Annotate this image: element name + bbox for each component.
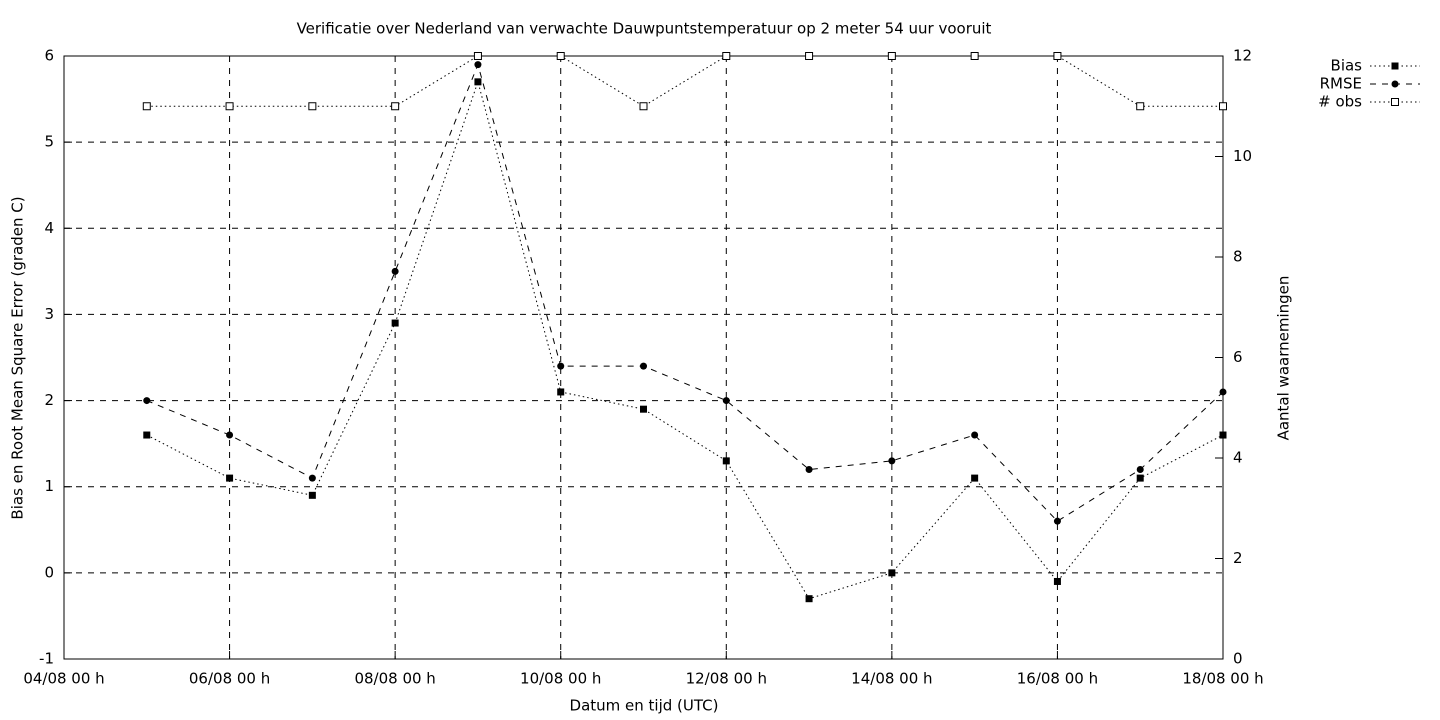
point [1136, 102, 1145, 111]
point [805, 52, 814, 60]
series-line [146, 80, 1224, 600]
point [143, 397, 151, 405]
point [391, 267, 399, 275]
point [1053, 517, 1061, 525]
legend-marker [1391, 98, 1399, 106]
x-tick-label: 14/08 00 h [851, 670, 932, 688]
point [1219, 102, 1227, 111]
point [639, 102, 648, 111]
point [557, 388, 565, 396]
point [640, 405, 647, 413]
point [391, 102, 400, 111]
series-line [146, 55, 1223, 107]
point [805, 595, 813, 603]
y-tick-label: 6 [44, 47, 54, 65]
point [474, 61, 482, 69]
plot-frame [63, 55, 1224, 660]
point [970, 52, 979, 60]
y2-tick-label: 6 [1233, 348, 1243, 366]
legend-label: RMSE [1320, 75, 1362, 93]
point [473, 52, 482, 60]
y-tick-label: 4 [44, 219, 54, 237]
point [308, 491, 316, 499]
legend-label: Bias [1331, 57, 1363, 75]
point [557, 362, 565, 370]
point [805, 465, 813, 473]
x-tick-label: 18/08 00 h [1182, 670, 1263, 688]
y2-tick-label: 2 [1233, 549, 1243, 567]
point [391, 319, 399, 327]
point [225, 102, 234, 111]
point [722, 457, 730, 465]
point [474, 78, 482, 86]
x-tick-label: 16/08 00 h [1017, 670, 1098, 688]
point [143, 431, 151, 439]
y2-axis-label: Aantal waarnemingen [1275, 276, 1293, 441]
x-tick-label: 12/08 00 h [686, 670, 767, 688]
point [1219, 431, 1227, 439]
legend-marker [1391, 62, 1399, 70]
y-tick-label: 5 [44, 133, 54, 151]
point [722, 52, 731, 60]
x-tick-label: 06/08 00 h [189, 670, 270, 688]
x-tick-label: 04/08 00 h [23, 670, 104, 688]
y-tick-label: 2 [44, 391, 54, 409]
y2-tick-label: 12 [1233, 47, 1252, 65]
series-line [146, 63, 1224, 522]
y-tick-label: -1 [39, 650, 54, 668]
y2-tick-label: 8 [1233, 248, 1243, 266]
y2-tick-label: 0 [1233, 650, 1243, 668]
point [640, 362, 647, 370]
point [722, 397, 730, 405]
x-axis-label: Datum en tijd (UTC) [570, 697, 719, 715]
point [1219, 388, 1227, 396]
point [556, 52, 565, 60]
y2-tick-label: 10 [1233, 147, 1252, 165]
x-tick-label: 08/08 00 h [354, 670, 435, 688]
y-tick-label: 1 [44, 477, 54, 495]
legend-label: # obs [1318, 93, 1362, 111]
point [142, 102, 151, 111]
y-tick-label: 0 [44, 563, 54, 581]
legend-marker [1391, 80, 1399, 88]
point [887, 52, 896, 60]
point [888, 569, 896, 577]
point [1136, 465, 1144, 473]
point [971, 431, 979, 439]
y-tick-label: 3 [44, 305, 54, 323]
point [308, 102, 317, 111]
point [226, 431, 234, 439]
point [1136, 474, 1144, 482]
point [971, 474, 979, 482]
point [888, 457, 896, 465]
chart-title: Verificatie over Nederland van verwachte… [297, 20, 992, 38]
point [226, 474, 234, 482]
y-axis-label: Bias en Root Mean Square Error (graden C… [9, 196, 27, 519]
y2-tick-label: 4 [1233, 449, 1243, 467]
x-tick-label: 10/08 00 h [520, 670, 601, 688]
point [308, 474, 316, 482]
point [1053, 52, 1062, 60]
point [1053, 577, 1061, 585]
